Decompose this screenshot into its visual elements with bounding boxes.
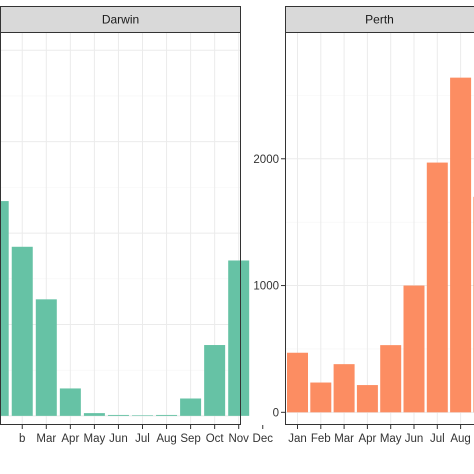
darwin-bar-nov	[228, 260, 250, 416]
perth-bar-apr	[356, 385, 378, 413]
darwin-x-tick-label: Sep	[180, 433, 200, 445]
perth-bar-mar	[333, 364, 355, 413]
perth-bar-feb	[310, 382, 332, 413]
darwin-x-tick-label: May	[84, 433, 106, 445]
darwin-strip-label: Darwin	[102, 13, 139, 27]
darwin-x-tick-label: b	[19, 433, 25, 445]
perth-x-tick-label: May	[380, 433, 402, 445]
perth-y-tick-label: 0	[273, 407, 279, 419]
perth-x-tick-label: Aug	[450, 433, 470, 445]
darwin-x-tick-label: Nov	[228, 433, 249, 445]
darwin-bar-jun	[107, 414, 129, 416]
darwin-bar-oct	[204, 345, 226, 416]
darwin-bar-may	[83, 413, 105, 416]
perth-x-tick-label: Apr	[358, 433, 376, 445]
perth-x-tick-label: Mar	[334, 433, 354, 445]
perth-bar-jul	[426, 162, 448, 413]
darwin-bar-jul	[132, 415, 153, 417]
darwin-x-tick-label: Dec	[253, 433, 274, 445]
perth-y-tick-label: 1000	[253, 281, 279, 293]
darwin-bar-apr	[59, 388, 81, 416]
perth-strip	[285, 6, 474, 33]
perth-bar-aug	[450, 77, 472, 413]
darwin-x-tick-label: Jul	[135, 433, 150, 445]
perth-y-tick-label: 2000	[253, 154, 279, 166]
darwin-x-tick-label: Jun	[109, 433, 128, 445]
perth-x-tick-label: Jan	[288, 433, 307, 445]
darwin-x-tick-label: Aug	[156, 433, 176, 445]
perth-bar-jun	[403, 285, 425, 413]
perth-x-tick-label: Jul	[430, 433, 445, 445]
darwin-x-tick-label: Mar	[36, 433, 56, 445]
darwin-bar-feb	[11, 246, 33, 416]
darwin-bar-mar	[35, 299, 57, 416]
darwin-bar-aug	[156, 414, 178, 416]
darwin-x-tick-label: Oct	[206, 433, 225, 445]
perth-bar-may	[380, 345, 402, 413]
darwin-x-tick-label: Apr	[61, 433, 79, 445]
perth-x-tick-label: Jun	[405, 433, 424, 445]
darwin-bar-sep	[180, 398, 202, 416]
darwin-strip	[0, 6, 241, 33]
perth-x-tick-label: Feb	[311, 433, 331, 445]
darwin-bar-jan	[0, 201, 9, 416]
perth-strip-label: Perth	[365, 13, 394, 27]
perth-bar-jan	[287, 352, 308, 413]
